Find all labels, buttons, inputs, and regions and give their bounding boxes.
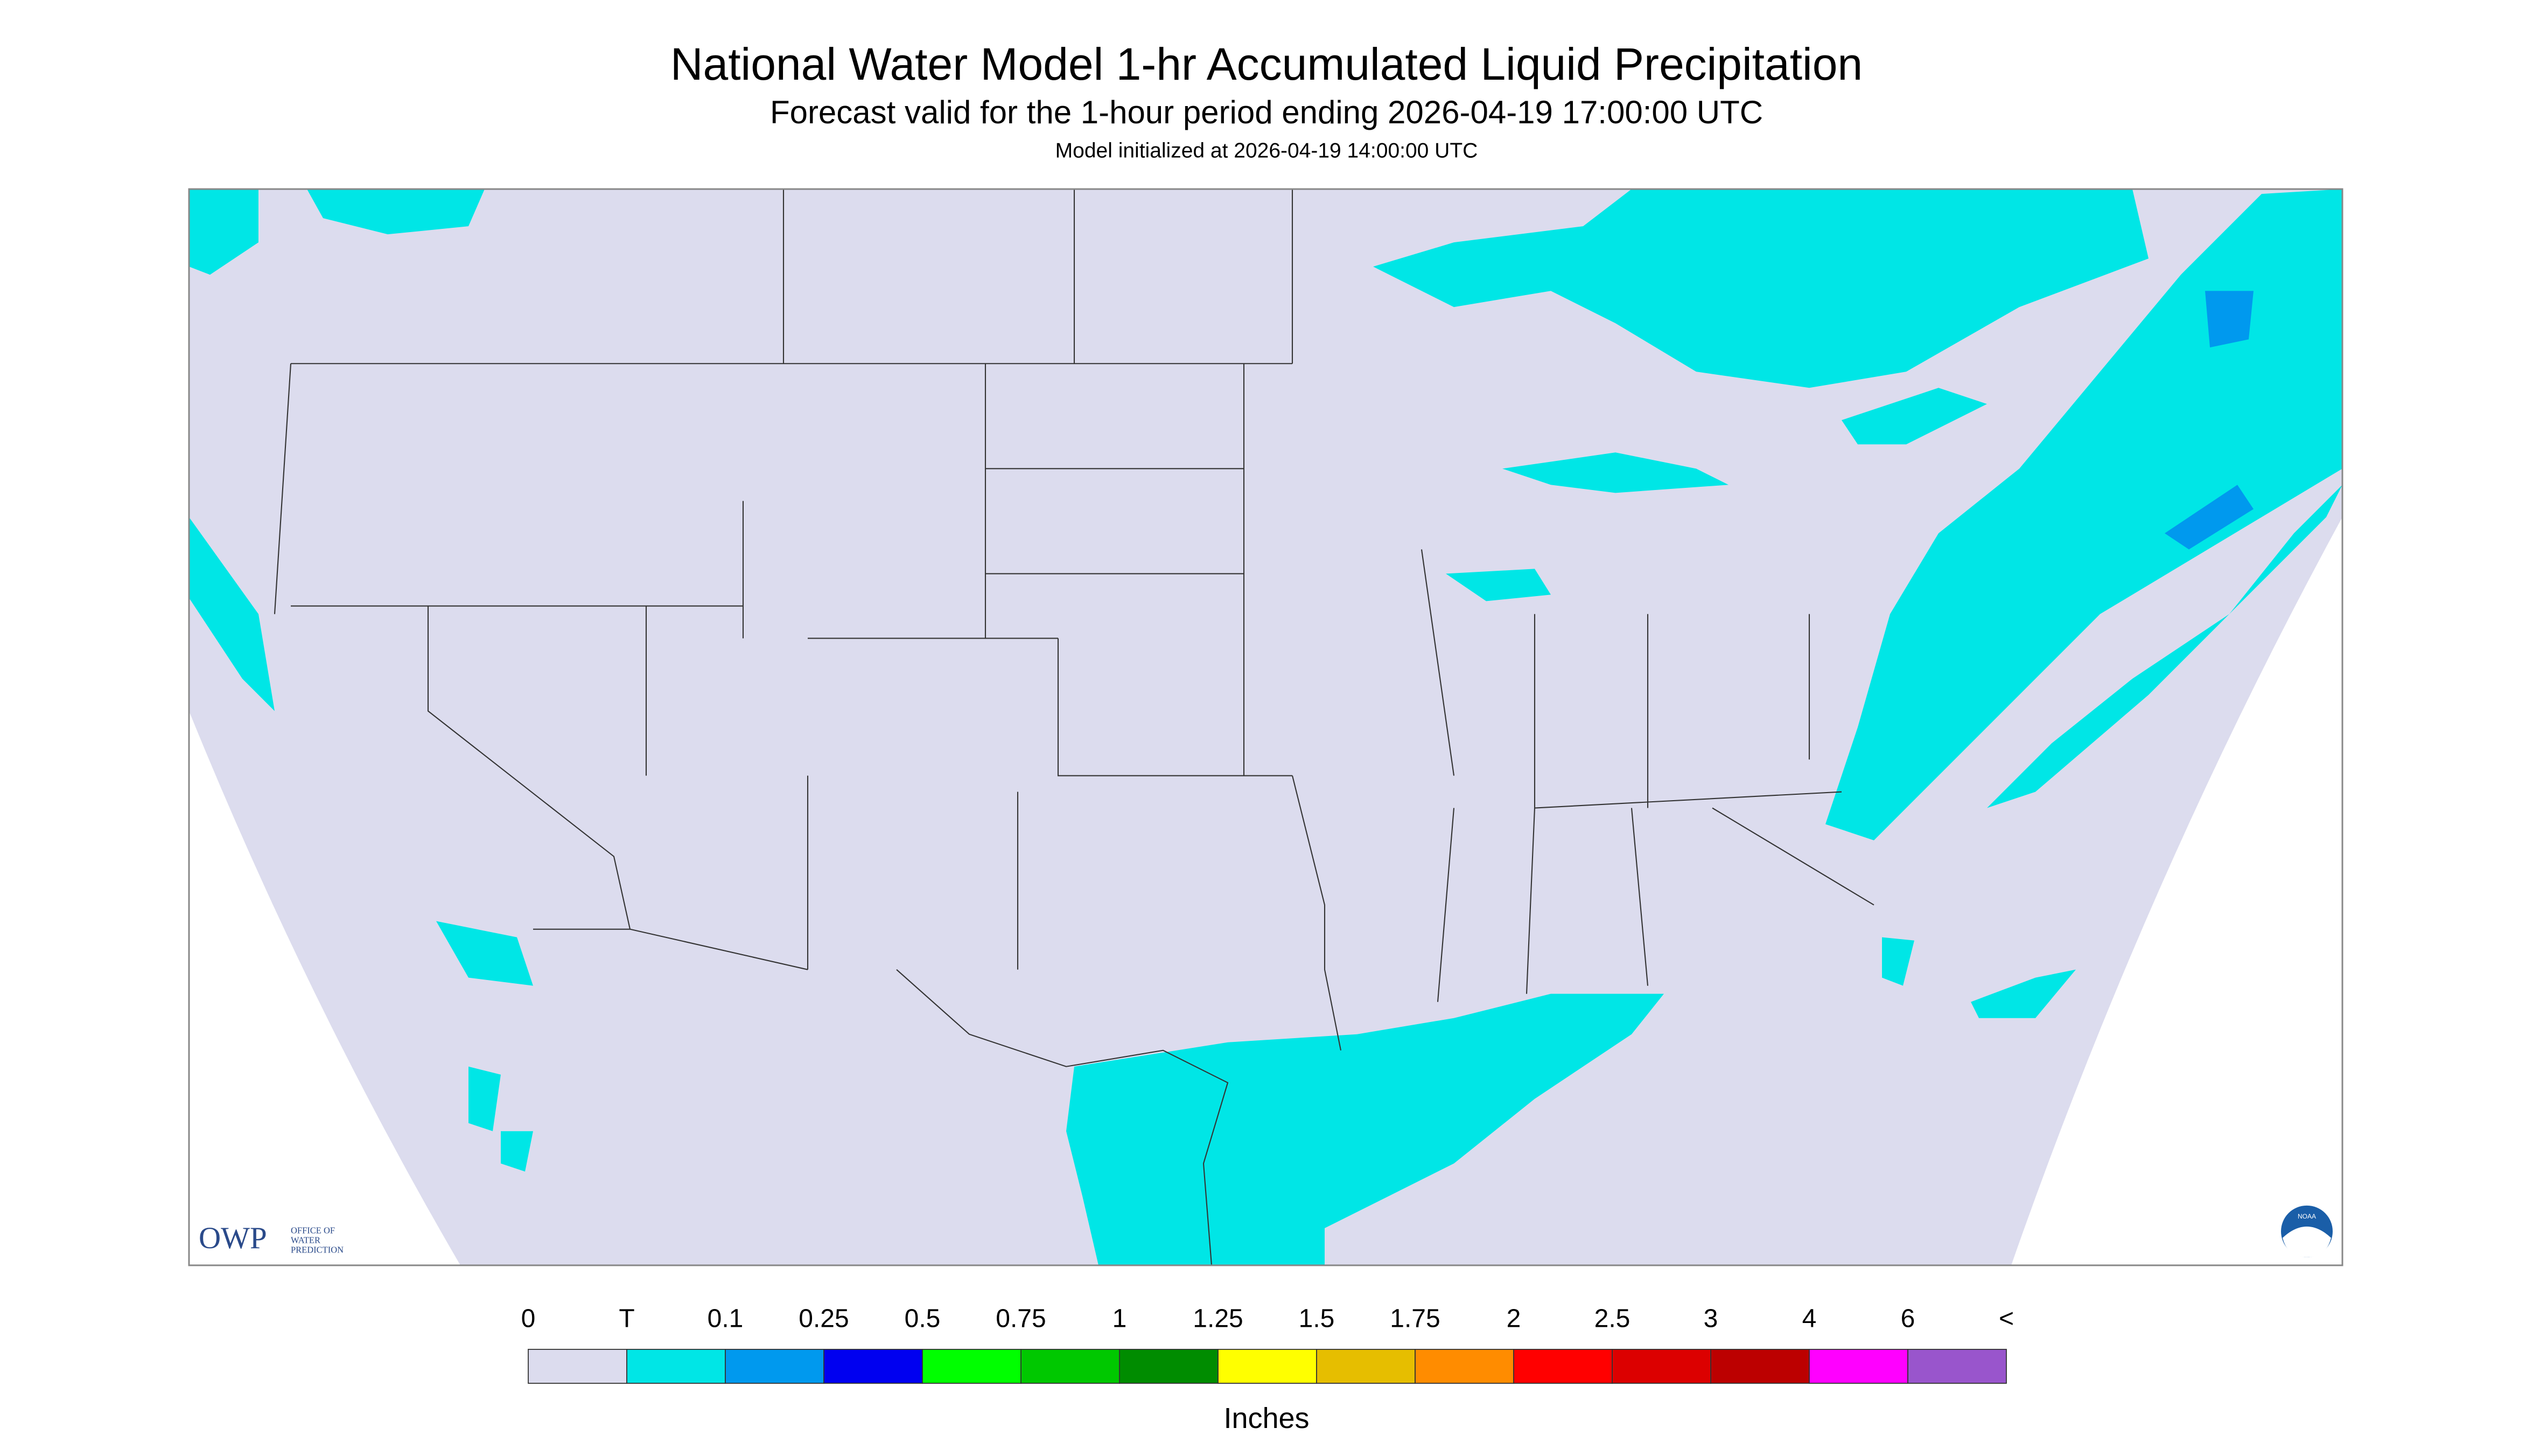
noaa-text: NOAA [2298, 1213, 2316, 1220]
owp-logo-text: OFFICE OF [291, 1226, 335, 1236]
legend-swatch [1907, 1349, 2007, 1384]
legend-label: 4 [1802, 1305, 1817, 1333]
legend-label: 0.5 [905, 1305, 941, 1333]
map-frame [188, 188, 2343, 1266]
subtitle: Forecast valid for the 1-hour period end… [770, 94, 1763, 130]
legend-swatch [823, 1349, 923, 1384]
borders [274, 189, 1874, 1265]
legend-units: Inches [1223, 1402, 1309, 1434]
owp-logo-text: PREDICTION [291, 1245, 344, 1255]
legend-label: 1.5 [1299, 1305, 1335, 1333]
title: National Water Model 1-hr Accumulated Li… [670, 39, 1863, 89]
legend-label: 0.1 [708, 1305, 744, 1333]
legend-label: 6 [1901, 1305, 1915, 1333]
legend-label: 2 [1507, 1305, 1521, 1333]
legend-label: 2.5 [1594, 1305, 1631, 1333]
legend-swatch [1119, 1349, 1219, 1384]
legend-label: T [619, 1305, 634, 1333]
legend-label: 0.75 [996, 1305, 1046, 1333]
legend-swatch [1217, 1349, 1317, 1384]
legend-label: 0.25 [799, 1305, 849, 1333]
legend-label: 1.25 [1193, 1305, 1243, 1333]
owp-logo: OWP [199, 1221, 267, 1255]
legend-swatch [1020, 1349, 1120, 1384]
legend-label: 1 [1112, 1305, 1127, 1333]
legend-swatch [528, 1349, 627, 1384]
legend-swatch [626, 1349, 726, 1384]
owp-logo-text: WATER [291, 1235, 320, 1245]
legend-label: 1.75 [1390, 1305, 1440, 1333]
legend-swatch [1710, 1349, 1810, 1384]
init-time: Model initialized at 2026-04-19 14:00:00… [1055, 139, 1478, 162]
projection-edge [2011, 517, 2342, 1265]
legend-label: < [1999, 1305, 2014, 1333]
precip-light [2165, 291, 2254, 550]
legend-swatch [725, 1349, 824, 1384]
precip-trace [189, 189, 2342, 1265]
legend-swatch [1415, 1349, 1514, 1384]
legend-swatch [1809, 1349, 1908, 1384]
legend: 0 T 0.1 0.25 0.5 0.75 1 1.25 1.5 1.75 2 2.5 3 4 6 < [521, 1305, 2014, 1384]
legend-swatch [1612, 1349, 1711, 1384]
legend-swatch [1316, 1349, 1416, 1384]
legend-label: 0 [521, 1305, 536, 1333]
noaa-wave [2283, 1226, 2331, 1257]
legend-label: 3 [1704, 1305, 1718, 1333]
projection-edge [189, 711, 460, 1265]
legend-swatch [922, 1349, 1021, 1384]
legend-swatch [1513, 1349, 1613, 1384]
